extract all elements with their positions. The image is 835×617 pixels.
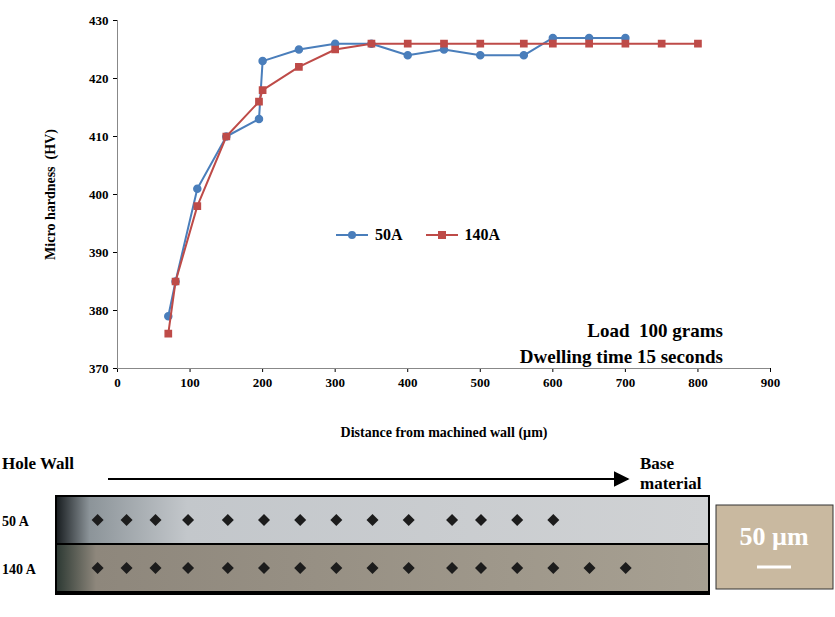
html-text:Load 100 grams: Load 100 grams bbox=[587, 320, 723, 341]
html-text:140A: 140A bbox=[464, 226, 501, 243]
svg-text:800: 800 bbox=[688, 375, 708, 390]
svg-text:Hole Wall: Hole Wall bbox=[2, 454, 74, 473]
svg-text:430: 430 bbox=[89, 13, 109, 28]
svg-text:50 A: 50 A bbox=[2, 514, 30, 529]
svg-text:Basematerial: Basematerial bbox=[640, 454, 702, 493]
svg-text:100: 100 bbox=[180, 375, 200, 390]
svg-text:370: 370 bbox=[89, 361, 109, 376]
svg-text:50 µm: 50 µm bbox=[739, 522, 808, 551]
svg-text:700: 700 bbox=[616, 375, 636, 390]
svg-text:400: 400 bbox=[398, 375, 418, 390]
svg-text:Micro hardness (HV): Micro hardness (HV) bbox=[43, 129, 59, 260]
svg-text:420: 420 bbox=[89, 71, 109, 86]
html-text:50A: 50A bbox=[375, 226, 403, 243]
svg-text:900: 900 bbox=[761, 375, 781, 390]
svg-text:300: 300 bbox=[325, 375, 345, 390]
svg-text:200: 200 bbox=[253, 375, 273, 390]
svg-text:600: 600 bbox=[543, 375, 563, 390]
svg-text:140 A: 140 A bbox=[2, 562, 37, 577]
svg-text:380: 380 bbox=[89, 303, 109, 318]
svg-text:500: 500 bbox=[471, 375, 491, 390]
svg-text:0: 0 bbox=[114, 375, 121, 390]
svg-text:Distance from machined wall (µ: Distance from machined wall (µm) bbox=[341, 425, 548, 441]
html-text:Dwelling time 15 seconds: Dwelling time 15 seconds bbox=[519, 346, 723, 367]
svg-text:390: 390 bbox=[89, 245, 109, 260]
svg-text:400: 400 bbox=[89, 187, 109, 202]
svg-text:410: 410 bbox=[89, 129, 109, 144]
